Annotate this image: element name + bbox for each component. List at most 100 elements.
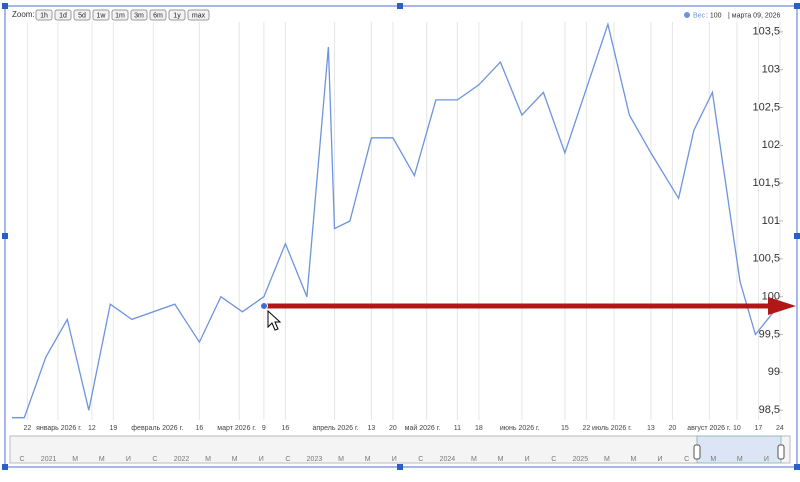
navigator-handle[interactable] bbox=[693, 444, 701, 460]
navigator-window[interactable] bbox=[696, 435, 782, 464]
x-tick-label: 9 bbox=[262, 425, 266, 432]
x-tick-label: 16 bbox=[195, 425, 203, 432]
handle[interactable] bbox=[794, 464, 800, 470]
x-tick-label: 17 bbox=[755, 425, 763, 432]
x-tick-label: 15 bbox=[561, 425, 569, 432]
handle[interactable] bbox=[2, 3, 8, 9]
x-tick-label: май 2026 г. bbox=[405, 424, 441, 432]
handle[interactable] bbox=[2, 464, 8, 470]
zoom-button[interactable] bbox=[130, 9, 148, 21]
navigator-label: М bbox=[498, 456, 504, 463]
zoom-button[interactable] bbox=[149, 9, 167, 21]
legend-marker bbox=[684, 12, 690, 18]
zoom-button[interactable] bbox=[35, 9, 53, 21]
zoom-button-label[interactable]: 1w bbox=[97, 12, 107, 19]
navigator-handle[interactable] bbox=[777, 444, 785, 460]
navigator-label: И bbox=[259, 456, 264, 463]
navigator-label: С bbox=[152, 456, 157, 463]
navigator-label: 2021 bbox=[41, 456, 57, 463]
navigator-label: И bbox=[764, 456, 769, 463]
annotation-arrow bbox=[260, 297, 796, 331]
y-tick-label: 102,5 bbox=[752, 101, 780, 113]
navigator-label: М bbox=[365, 456, 371, 463]
series-line bbox=[12, 21, 781, 419]
navigator-label: М bbox=[338, 456, 344, 463]
handle[interactable] bbox=[794, 233, 800, 239]
legend-date: | марта 09, 2026 bbox=[728, 12, 781, 19]
zoom-button-label[interactable]: 6m bbox=[153, 12, 163, 19]
handle[interactable] bbox=[2, 233, 8, 239]
zoom-button-label[interactable]: 1m bbox=[115, 12, 125, 19]
x-tick-label: 16 bbox=[281, 425, 289, 432]
navigator-label: М bbox=[604, 456, 610, 463]
navigator-label: М bbox=[471, 456, 477, 463]
x-tick-label: июнь 2026 г. bbox=[500, 425, 540, 432]
navigator-label: 2024 bbox=[440, 456, 456, 463]
x-tick-label: 18 bbox=[475, 425, 483, 432]
x-tick-label: март 2026 г. bbox=[217, 425, 256, 432]
x-tick-label: июль 2026 г. bbox=[592, 425, 632, 432]
zoom-button[interactable] bbox=[168, 9, 186, 21]
legend-value: : 100 bbox=[706, 12, 722, 19]
x-tick-label: январь 2026 г. bbox=[36, 425, 82, 432]
legend-name: Вес bbox=[693, 12, 706, 19]
x-tick-label: 13 bbox=[367, 425, 375, 432]
zoom-button-label[interactable]: max bbox=[192, 12, 206, 19]
selection-frame bbox=[4, 5, 798, 468]
navigator[interactable] bbox=[9, 435, 791, 464]
navigator-label: И bbox=[392, 456, 397, 463]
navigator-label: С bbox=[285, 456, 290, 463]
x-tick-label: 19 bbox=[109, 425, 117, 432]
navigator-label: М bbox=[631, 456, 637, 463]
navigator-label: М bbox=[72, 456, 78, 463]
navigator-label: 2023 bbox=[307, 456, 323, 463]
y-tick-label: 101,5 bbox=[752, 177, 780, 189]
navigator-label: М bbox=[205, 456, 211, 463]
navigator-label: 2022 bbox=[174, 456, 190, 463]
zoom-button[interactable] bbox=[73, 9, 91, 21]
navigator-label: С bbox=[684, 456, 689, 463]
x-tick-label: 20 bbox=[389, 425, 397, 432]
handle[interactable] bbox=[397, 3, 403, 9]
x-tick-label: 13 bbox=[647, 425, 655, 432]
navigator-label: С bbox=[19, 456, 24, 463]
navigator-label: М bbox=[99, 456, 105, 463]
handle[interactable] bbox=[794, 3, 800, 9]
y-tick-label: 99 bbox=[768, 366, 780, 378]
zoom-button[interactable] bbox=[92, 9, 110, 21]
y-tick-label: 102 bbox=[762, 139, 780, 151]
y-tick-label: 101 bbox=[762, 215, 780, 227]
x-tick-label: 12 bbox=[88, 425, 96, 432]
zoom-button-label[interactable]: 1h bbox=[40, 12, 48, 19]
zoom-button-label[interactable]: 3m bbox=[134, 12, 144, 19]
navigator-label: И bbox=[658, 456, 663, 463]
zoom-button[interactable] bbox=[54, 9, 72, 21]
zoom-button[interactable] bbox=[111, 9, 129, 21]
navigator-label: С bbox=[551, 456, 556, 463]
navigator-label: И bbox=[126, 456, 131, 463]
zoom-button-label[interactable]: 1y bbox=[173, 12, 181, 19]
zoom-button-label[interactable]: 5d bbox=[78, 12, 86, 19]
x-tick-label: 22 bbox=[583, 425, 591, 432]
navigator-label: М bbox=[232, 456, 238, 463]
x-tick-label: 20 bbox=[669, 425, 677, 432]
zoom-button-label[interactable]: 1d bbox=[59, 12, 67, 19]
x-tick-label: 22 bbox=[23, 425, 31, 432]
y-tick-label: 103 bbox=[762, 64, 780, 76]
navigator-label: М bbox=[710, 456, 716, 463]
handle[interactable] bbox=[397, 464, 403, 470]
x-tick-label: апрель 2026 г. bbox=[313, 425, 359, 432]
navigator-label: 2025 bbox=[573, 456, 589, 463]
x-tick-label: август 2026 г. bbox=[687, 425, 730, 432]
x-tick-label: 10 bbox=[733, 425, 741, 432]
x-tick-label: 24 bbox=[776, 425, 784, 432]
zoom-button[interactable] bbox=[187, 9, 210, 21]
y-tick-label: 100,5 bbox=[752, 253, 780, 265]
x-tick-label: 11 bbox=[454, 425, 461, 432]
navigator-label: И bbox=[525, 456, 530, 463]
y-tick-label: 98,5 bbox=[759, 404, 780, 416]
navigator-label: М bbox=[737, 456, 743, 463]
x-tick-label: февраль 2026 г. bbox=[131, 425, 183, 432]
zoom-label: Zoom: bbox=[12, 10, 35, 19]
